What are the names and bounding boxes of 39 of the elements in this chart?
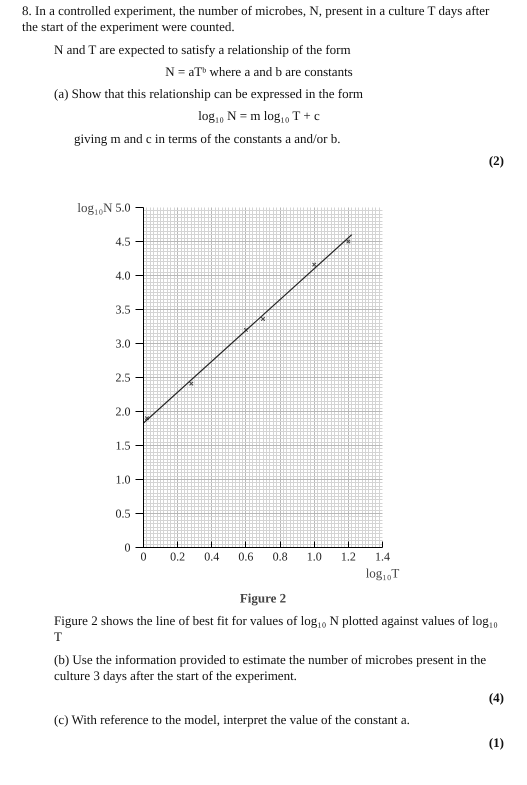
x-tick-label: 0.2: [170, 550, 186, 564]
point: [346, 239, 351, 244]
text: N = aTᵇ where a and b are constants: [165, 64, 353, 80]
y-tick-label: 5.0: [116, 200, 130, 214]
x-tick-label: 1.4: [375, 550, 390, 564]
text: N and T are expected to satisfy a relationship of the form: [54, 42, 351, 58]
point: [312, 262, 316, 267]
y-tick-label: 3.5: [116, 302, 130, 316]
point: [260, 316, 266, 322]
y-tick-label: 1.0: [116, 472, 130, 486]
y-tick-label: 1.5: [116, 438, 130, 452]
caption: Figure 2 shows the line of best fit for values of log₁₀ N plotted against values of log₁₀ T: [54, 613, 499, 646]
text: Figure 2: [240, 590, 286, 606]
text: log₁₀ N = m log₁₀ T + c: [198, 108, 320, 124]
x-tick-label: 1.0: [306, 550, 322, 564]
text: (2): [488, 152, 504, 169]
text: (c) With reference to the model, interpret the value of the constant a.: [54, 712, 410, 728]
x-tick-label: 0.8: [272, 550, 288, 564]
text: giving m and c in terms of the constants a and/or b.: [74, 130, 340, 147]
text: (b) Use the information provided to estimate the number of microbes present in the culture 3 days after the start of the experiment.: [54, 652, 488, 684]
x-tick-label: 0: [140, 550, 146, 564]
y-tick-label: 2.5: [116, 370, 130, 384]
x-tick-label: 1.2: [340, 550, 356, 564]
point: [144, 416, 150, 421]
y-tick-label: 4.0: [116, 268, 130, 282]
y-tick-label: 0: [124, 540, 130, 554]
y-tick-label: 0.5: [116, 506, 130, 520]
x-tick-label: 0.6: [238, 550, 254, 564]
y-tick-label: 4.5: [116, 234, 130, 248]
y-axis-title: log₁₀N: [77, 200, 114, 215]
y-tick-label: 3.0: [116, 336, 130, 350]
y-tick-label: 2.0: [116, 404, 130, 418]
text: 8. In a controlled experiment, the number of microbes, N, present in a culture T days after the start of the experiment were counted.: [22, 3, 490, 36]
x-tick-label: 0.4: [204, 550, 220, 564]
text: (4): [488, 690, 504, 706]
text: (a) Show that this relationship can be expressed in the form: [54, 86, 364, 102]
x-axis-title: log₁₀T: [366, 566, 400, 580]
text: (1): [488, 734, 504, 751]
point: [189, 381, 194, 386]
